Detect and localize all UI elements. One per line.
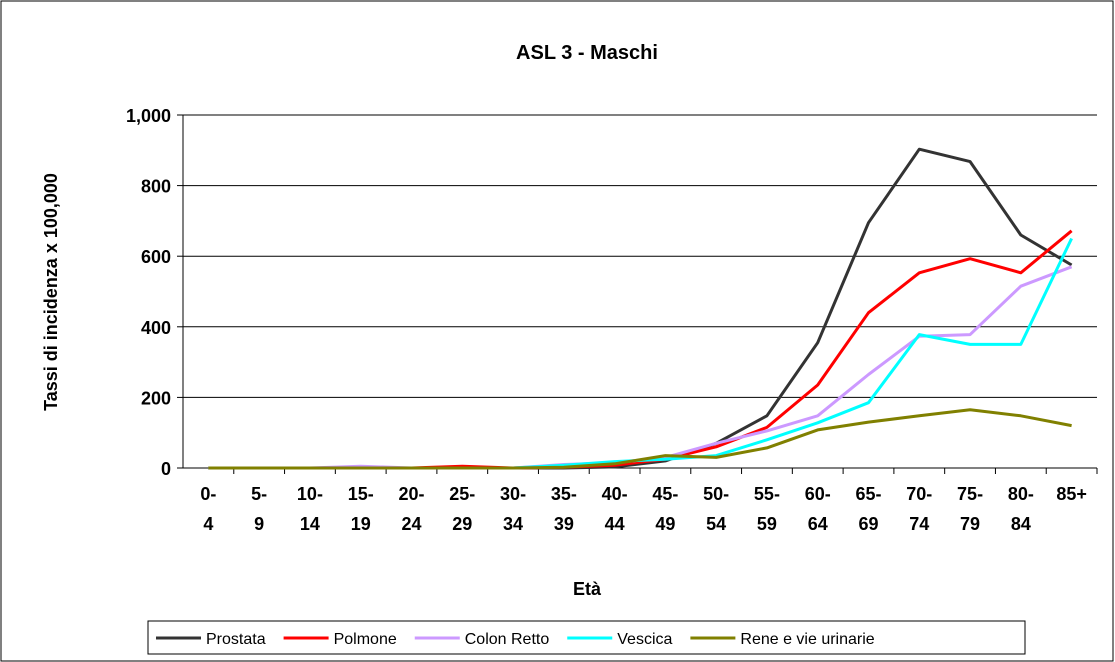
x-tick-label-line: 34 (503, 514, 523, 534)
legend-label: Colon Retto (465, 631, 550, 648)
x-tick-label-line: 30- (500, 484, 526, 504)
legend: Prostata Polmone Colon Retto Vescica Rene e … (156, 631, 875, 648)
legend-label: Polmone (334, 631, 397, 648)
x-tick-label-line: 45- (652, 484, 678, 504)
x-tick-label-line: 5- (251, 484, 267, 504)
x-tick-label-line: 49 (655, 514, 675, 534)
legend-label: Prostata (206, 631, 266, 648)
x-tick-label: 55- 59 (754, 484, 780, 534)
x-tick-label-line: 15- (348, 484, 374, 504)
x-tick-label-line: 59 (757, 514, 777, 534)
x-tick-label-line: 0- (200, 484, 216, 504)
x-tick-label-line: 39 (554, 514, 574, 534)
x-tick-label-line: 4 (203, 514, 213, 534)
y-tick-label: 0 (161, 459, 171, 479)
x-tick-label-line: 84 (1011, 514, 1031, 534)
x-tick-label-line: 75- (957, 484, 983, 504)
y-axis-label: Tassi di incidenza x 100,000 (41, 173, 61, 411)
x-tick-label-line: 55- (754, 484, 780, 504)
legend-label: Rene e vie urinarie (740, 631, 874, 648)
x-tick-label-line: 80- (1008, 484, 1034, 504)
x-tick-label-line: 9 (254, 514, 264, 534)
x-tick-label-line: 24 (401, 514, 421, 534)
x-tick-label: 50- 54 (703, 484, 729, 534)
x-axis-label: Età (573, 579, 602, 599)
x-tick-label-line: 20- (398, 484, 424, 504)
legend-label: Vescica (617, 631, 672, 648)
x-tick-label: 65- 69 (855, 484, 881, 534)
y-tick-label: 800 (141, 177, 171, 197)
x-tick-label: 85+ (1056, 484, 1087, 504)
x-tick-label-line: 54 (706, 514, 726, 534)
chart-title: ASL 3 - Maschi (516, 42, 658, 64)
x-tick-label: 5- 9 (251, 484, 267, 534)
x-tick-label-line: 69 (858, 514, 878, 534)
x-tick-label: 10- 14 (297, 484, 323, 534)
x-tick-label: 0- 4 (200, 484, 216, 534)
x-tick-label: 75- 79 (957, 484, 983, 534)
x-tick-label-line: 50- (703, 484, 729, 504)
x-tick-label-line: 70- (906, 484, 932, 504)
x-tick-label: 80- 84 (1008, 484, 1034, 534)
y-tick-label: 200 (141, 388, 171, 408)
x-tick-label-line: 29 (452, 514, 472, 534)
x-tick-label-line: 79 (960, 514, 980, 534)
x-tick-label: 35- 39 (551, 484, 577, 534)
x-tick-label: 70- 74 (906, 484, 932, 534)
x-tick-label: 15- 19 (348, 484, 374, 534)
y-tick-label: 1,000 (126, 106, 171, 126)
x-tick-label-line: 10- (297, 484, 323, 504)
x-tick-label: 60- 64 (805, 484, 831, 534)
x-tick-label-line: 65- (855, 484, 881, 504)
series-line (208, 408, 1072, 470)
y-tick-label: 600 (141, 247, 171, 267)
x-tick-label-line: 64 (808, 514, 828, 534)
x-tick-label: 30- 34 (500, 484, 526, 534)
x-tick-label-line: 19 (351, 514, 371, 534)
x-tick-label-line: 25- (449, 484, 475, 504)
x-tick-label: 40- 44 (602, 484, 628, 534)
x-tick-label: 20- 24 (398, 484, 424, 534)
x-tick-label-line: 14 (300, 514, 320, 534)
x-tick-label-line: 44 (605, 514, 625, 534)
x-tick-label: 45- 49 (652, 484, 678, 534)
x-tick-label-line: 74 (909, 514, 929, 534)
y-tick-label: 400 (141, 318, 171, 338)
x-tick-label-line: 40- (602, 484, 628, 504)
x-tick-label-line: 60- (805, 484, 831, 504)
x-tick-label: 25- 29 (449, 484, 475, 534)
x-tick-label-line: 35- (551, 484, 577, 504)
